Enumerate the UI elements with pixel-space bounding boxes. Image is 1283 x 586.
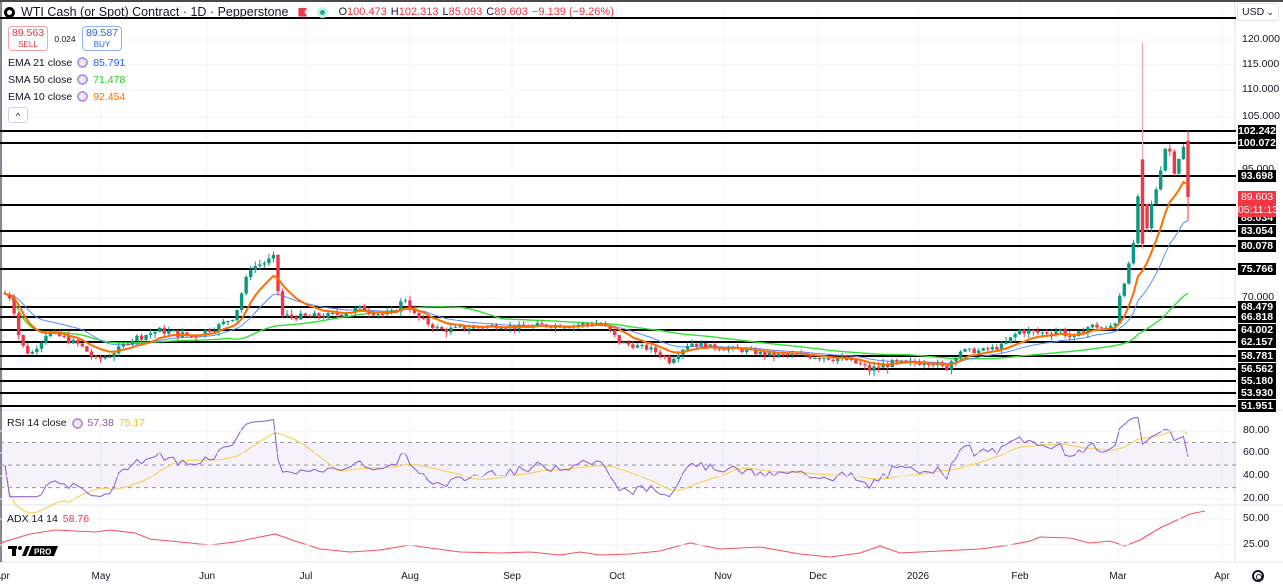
indicator-value: 85.791 (93, 56, 126, 69)
buy-price: 89.587 (85, 27, 119, 39)
horizontal-level-tag: 80.078 (1238, 240, 1276, 252)
time-tick-label: Feb (1011, 571, 1029, 582)
loading-icon (77, 91, 89, 102)
horizontal-level-tag: 68.479 (1238, 301, 1276, 313)
horizontal-level-tag: 51.951 (1238, 400, 1276, 412)
horizontal-level-tag: 75.766 (1238, 263, 1276, 275)
bar-countdown: 05:11:13 (1238, 204, 1279, 216)
indicator-tick-label: 80.00 (1243, 424, 1270, 436)
top-border (0, 0, 1283, 2)
indicator-value: 92.454 (93, 90, 126, 103)
horizontal-level-tag: 56.562 (1238, 363, 1276, 375)
loading-icon (77, 74, 89, 85)
price-tick-label: 120.000 (1242, 33, 1280, 45)
rsi-legend[interactable]: RSI 14 close 57.38 75.17 (7, 417, 145, 429)
symbol-legend: WTI Cash (or Spot) Contract · 1D · Peppe… (4, 4, 614, 123)
time-tick-label: Mar (1109, 571, 1127, 582)
horizontal-level-tag: 58.781 (1238, 350, 1276, 362)
time-tick-label: Dec (809, 571, 827, 582)
tradingview-logo[interactable]: PRO (8, 545, 58, 557)
adx-value: 58.76 (62, 513, 90, 525)
trade-panel: 89.563 SELL 0.024 89.587 BUY (8, 26, 614, 51)
loading-icon (71, 417, 83, 429)
time-tick-label: Jun (198, 571, 216, 582)
time-tick-label: Apr (1214, 571, 1230, 582)
indicator-tick-label: 60.00 (1243, 446, 1270, 458)
low-label: L (442, 6, 449, 18)
currency-selector[interactable]: USD ⌄ (1237, 3, 1279, 21)
sell-label: SELL (18, 40, 38, 49)
price-tick-label: 115.000 (1242, 58, 1280, 70)
indicator-tick-label: 40.00 (1243, 469, 1270, 481)
indicator-name: SMA 50 close (8, 73, 73, 86)
price-tick-label: 110.000 (1242, 83, 1280, 95)
horizontal-level-tag: 55.180 (1238, 375, 1276, 387)
indicator-tick-label: 50.00 (1243, 512, 1270, 524)
horizontal-level-tag: 83.054 (1238, 225, 1276, 237)
price-tick-label: 105.000 (1242, 110, 1280, 122)
current-price-tag: 89.603 05:11:13 (1238, 191, 1279, 217)
loading-icon (77, 57, 89, 68)
time-tick-label: Sep (503, 571, 521, 582)
indicator-legend: EMA 21 close 85.791 SMA 50 close 71.478 … (4, 54, 614, 123)
indicator-value: 71.478 (93, 73, 126, 86)
change-value: −9.139 (−9.26%) (531, 6, 614, 18)
open-label: O (338, 6, 348, 18)
buy-button[interactable]: 89.587 BUY (82, 26, 122, 51)
sell-price: 89.563 (11, 27, 45, 39)
close-value: 89.603 (494, 6, 528, 18)
high-label: H (390, 6, 399, 18)
indicator-ema21[interactable]: EMA 21 close 85.791 (8, 54, 614, 71)
indicator-ema10[interactable]: EMA 10 close 92.454 (8, 88, 614, 105)
buy-label: BUY (93, 40, 111, 49)
chevron-down-icon: ⌄ (1266, 6, 1274, 17)
symbol-title[interactable]: WTI Cash (or Spot) Contract · 1D · Peppe… (21, 5, 289, 19)
ohlc-values: O100.473 H102.313 L85.093 C89.603 −9.139… (338, 6, 613, 18)
time-tick-label: Nov (714, 571, 732, 582)
flag-icon[interactable] (298, 7, 308, 17)
time-tick-label: May (91, 571, 111, 582)
horizontal-level-tag: 62.157 (1238, 336, 1276, 348)
time-tick-label: 2026 (906, 571, 930, 582)
pepperstone-logo-icon (4, 6, 15, 18)
open-value: 100.473 (347, 6, 387, 18)
indicator-name: EMA 21 close (8, 56, 73, 69)
spread-value: 0.024 (54, 33, 76, 44)
indicator-tick-label: 25.00 (1243, 538, 1270, 550)
rsi-ma-value: 75.17 (118, 417, 146, 429)
sell-button[interactable]: 89.563 SELL (8, 26, 48, 51)
price-tick-label: 70.000 (1242, 291, 1275, 303)
adx-label: ADX 14 14 (7, 513, 58, 525)
time-tick-label: Jul (299, 571, 313, 582)
tradingview-logo-icon: PRO (8, 546, 58, 557)
svg-text:PRO: PRO (34, 548, 51, 557)
horizontal-level-tag: 93.698 (1238, 170, 1276, 182)
close-label: C (486, 6, 495, 18)
rsi-value: 57.38 (87, 417, 114, 429)
horizontal-level-tag: 53.930 (1238, 387, 1276, 399)
indicator-sma50[interactable]: SMA 50 close 71.478 (8, 71, 614, 88)
time-tick-label: Aug (401, 571, 419, 582)
horizontal-level-tag: 64.002 (1238, 324, 1276, 336)
horizontal-level-tag: 100.072 (1238, 137, 1276, 149)
market-open-status-icon (317, 6, 329, 18)
collapse-legend-button[interactable]: ^ (8, 107, 28, 123)
high-value: 102.313 (398, 6, 439, 18)
low-value: 85.093 (448, 6, 483, 18)
rsi-label: RSI 14 close (7, 417, 67, 429)
currency-label: USD (1242, 6, 1265, 18)
horizontal-level-tag: 102.242 (1238, 125, 1276, 137)
adx-legend[interactable]: ADX 14 14 58.76 (7, 513, 89, 525)
settings-gear-icon[interactable] (1252, 570, 1264, 582)
indicator-tick-label: 20.00 (1243, 492, 1270, 504)
indicator-name: EMA 10 close (8, 90, 73, 103)
time-tick-label: Apr (0, 571, 10, 582)
current-price: 89.603 (1240, 191, 1274, 203)
horizontal-level-tag: 66.818 (1238, 311, 1276, 323)
time-tick-label: Oct (609, 571, 625, 582)
